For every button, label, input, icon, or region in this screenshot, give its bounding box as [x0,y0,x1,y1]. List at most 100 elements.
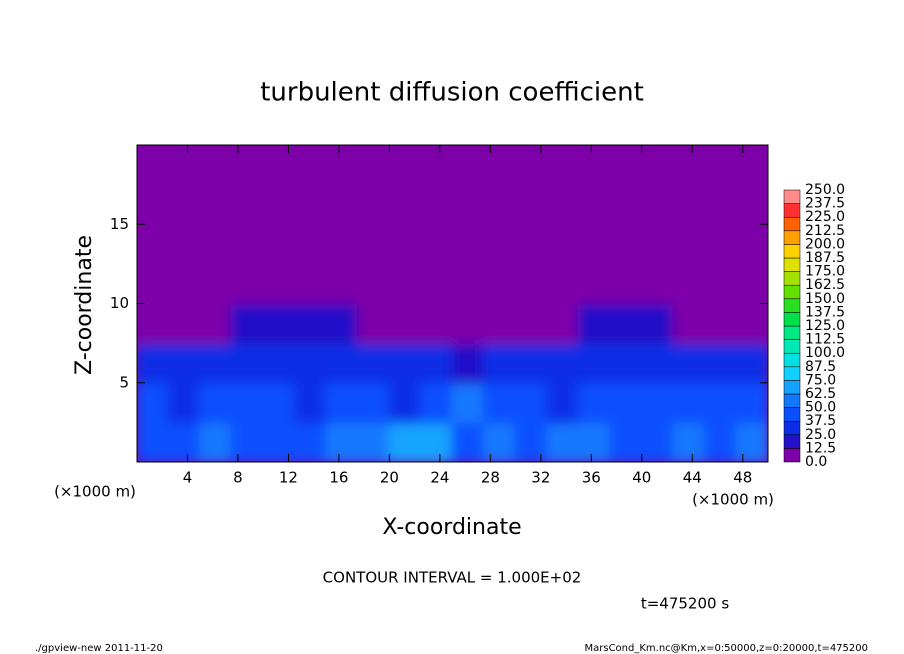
colorbar-label: 137.5 [805,304,845,320]
colorbar-box [783,339,801,354]
colorbar-label: 125.0 [805,318,845,334]
cell [514,223,549,265]
colorbar-label: 250.0 [805,182,845,198]
x-tick-label: 44 [683,469,702,487]
cell [293,302,328,345]
cell [356,421,391,462]
footer: ./gpview-new 2011-11-20 [35,643,163,654]
footer: MarsCond_Km.nc@Km,x=0:50000,z=0:20000,t=… [585,643,869,654]
cell [577,262,612,305]
cell [451,421,486,462]
cell [388,183,422,226]
x-tick-label: 4 [183,469,193,487]
cell [483,262,517,305]
cell [640,223,675,265]
cell [262,223,296,265]
colorbar-box [783,312,801,327]
cell [609,145,643,186]
colorbar-label: 25.0 [805,427,836,443]
colorbar-box [783,203,801,218]
cell [230,342,265,384]
colorbar-box [783,271,801,286]
colorbar-box [783,189,801,204]
cell [419,381,454,424]
x-axis-label: X-coordinate [382,515,521,540]
cell [388,421,422,462]
cell [483,381,517,424]
cell [640,342,675,384]
cell [356,223,391,265]
cell [262,145,296,186]
cell [137,342,170,384]
cell [325,421,359,462]
cell [577,302,612,345]
cell [199,302,233,345]
cell [167,262,202,305]
cell [514,145,549,186]
field [137,145,768,462]
cell [451,381,486,424]
cell [167,381,202,424]
cell [672,342,706,384]
cell [609,183,643,226]
cell [609,421,643,462]
colorbar-box [783,448,801,463]
cell [419,342,454,384]
cell [356,145,391,186]
colorbar-label: 87.5 [805,359,836,375]
cell [451,145,486,186]
colorbar-label: 200.0 [805,236,845,252]
cell [609,223,643,265]
cell [672,421,706,462]
cell [262,421,296,462]
cell [451,262,486,305]
colorbar-box [783,298,801,313]
cell [703,145,738,186]
cell [735,421,768,462]
x-unit: (×1000 m) [692,491,774,509]
cell [483,183,517,226]
cell [356,183,391,226]
cell [577,223,612,265]
colorbar-label: 175.0 [805,264,845,280]
y-tick-label: 15 [110,215,129,233]
colorbar-label: 187.5 [805,250,845,266]
cell [577,342,612,384]
cell [262,183,296,226]
cell [199,223,233,265]
cell [356,342,391,384]
cell [609,262,643,305]
cell [137,145,170,186]
cell [293,262,328,305]
cell [640,381,675,424]
colorbar-box [783,407,801,422]
cell [325,381,359,424]
colorbar-box [783,366,801,381]
cell [514,183,549,226]
colorbar-label: 0.0 [805,454,827,470]
cell [672,302,706,345]
cell [419,183,454,226]
cell [735,381,768,424]
cell [167,421,202,462]
cell [483,223,517,265]
cell [735,302,768,345]
colorbar-box [783,216,801,232]
x-tick-label: 24 [430,469,449,487]
cell [230,223,265,265]
cell [703,302,738,345]
colorbar-box [783,257,801,272]
cell [640,145,675,186]
x-tick-label: 32 [531,469,550,487]
cell [451,223,486,265]
cell [199,145,233,186]
cell [293,223,328,265]
cell [419,302,454,345]
colorbar-label: 62.5 [805,386,836,402]
colorbar-box [783,393,801,408]
cell [262,342,296,384]
cell [735,342,768,384]
cell [325,223,359,265]
cell [137,421,170,462]
